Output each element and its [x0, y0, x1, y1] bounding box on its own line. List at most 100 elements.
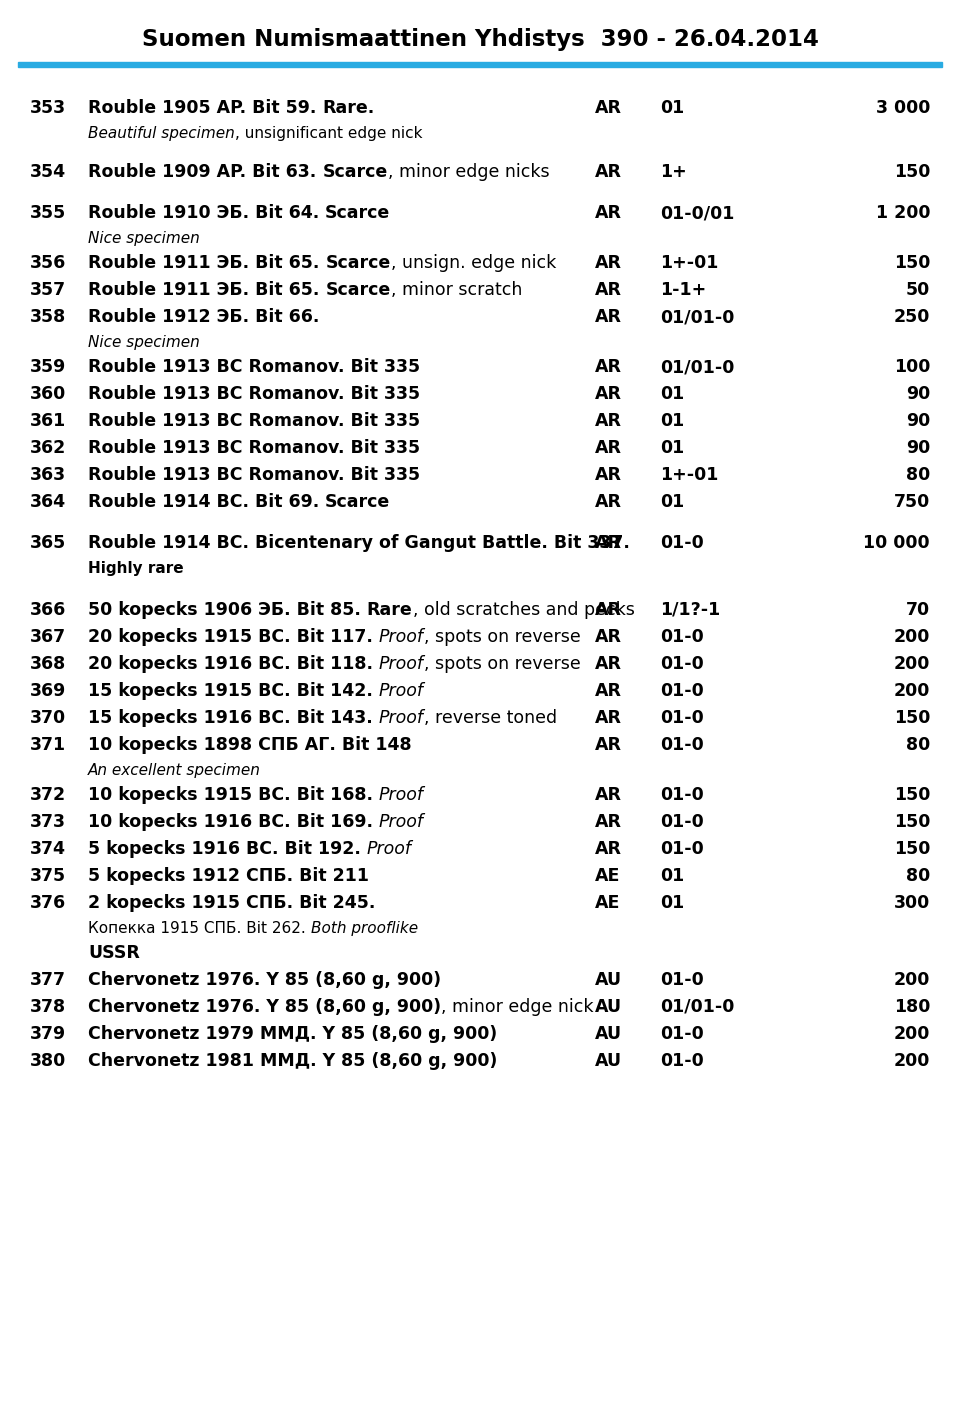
Text: 361: 361 — [30, 412, 66, 430]
Text: Scarce: Scarce — [325, 254, 391, 272]
Text: Rouble 1912 ЭБ. Bit 66.: Rouble 1912 ЭБ. Bit 66. — [88, 307, 320, 326]
Text: AU: AU — [595, 1025, 622, 1043]
Text: 200: 200 — [894, 1025, 930, 1043]
Text: 01: 01 — [660, 894, 684, 912]
Text: , minor scratch: , minor scratch — [391, 281, 522, 299]
Text: AR: AR — [595, 412, 622, 430]
Text: 2 kopecks 1915 СПБ. Bit 245.: 2 kopecks 1915 СПБ. Bit 245. — [88, 894, 375, 912]
Text: 01: 01 — [660, 412, 684, 430]
Text: 20 kopecks 1916 BC. Bit 118.: 20 kopecks 1916 BC. Bit 118. — [88, 654, 379, 673]
Text: 369: 369 — [30, 682, 66, 699]
Text: 01-0/01: 01-0/01 — [660, 204, 734, 221]
Text: 1+-01: 1+-01 — [660, 465, 718, 484]
Text: AR: AR — [595, 439, 622, 457]
Text: 368: 368 — [30, 654, 66, 673]
Text: 3 000: 3 000 — [876, 99, 930, 117]
Text: 10 kopecks 1898 СПБ АГ. Bit 148: 10 kopecks 1898 СПБ АГ. Bit 148 — [88, 736, 412, 754]
Text: Rouble 1911 ЭБ. Bit 65.: Rouble 1911 ЭБ. Bit 65. — [88, 281, 325, 299]
Text: , spots on reverse: , spots on reverse — [424, 627, 581, 646]
Text: 01-0: 01-0 — [660, 709, 704, 726]
Text: 10 kopecks 1915 BC. Bit 168.: 10 kopecks 1915 BC. Bit 168. — [88, 785, 379, 804]
Text: 380: 380 — [30, 1052, 66, 1070]
Text: 377: 377 — [30, 971, 66, 988]
Text: 01-0: 01-0 — [660, 971, 704, 988]
Text: 01-0: 01-0 — [660, 534, 704, 551]
Text: Rouble 1914 BC. Bit 69.: Rouble 1914 BC. Bit 69. — [88, 493, 325, 510]
Text: AR: AR — [595, 534, 622, 551]
Text: 01-0: 01-0 — [660, 840, 704, 857]
Text: 80: 80 — [905, 867, 930, 885]
Text: AR: AR — [595, 682, 622, 699]
Text: Rouble 1914 BC. Bicentenary of Gangut Battle. Bit 337.: Rouble 1914 BC. Bicentenary of Gangut Ba… — [88, 534, 630, 551]
Text: 376: 376 — [30, 894, 66, 912]
Text: 150: 150 — [894, 840, 930, 857]
Text: 50: 50 — [905, 281, 930, 299]
Text: 375: 375 — [30, 867, 66, 885]
Text: , unsignificant edge nick: , unsignificant edge nick — [235, 125, 422, 141]
Text: 200: 200 — [894, 682, 930, 699]
Text: 300: 300 — [894, 894, 930, 912]
Text: Chervonetz 1979 ММД. Y 85 (8,60 g, 900): Chervonetz 1979 ММД. Y 85 (8,60 g, 900) — [88, 1025, 497, 1043]
Text: Nice specimen: Nice specimen — [88, 231, 200, 245]
Text: Rouble 1911 ЭБ. Bit 65.: Rouble 1911 ЭБ. Bit 65. — [88, 254, 325, 272]
Text: 01: 01 — [660, 867, 684, 885]
Text: 373: 373 — [30, 812, 66, 830]
Text: 1/1?-1: 1/1?-1 — [660, 601, 720, 619]
Text: 01-0: 01-0 — [660, 654, 704, 673]
Text: AU: AU — [595, 998, 622, 1015]
Text: 364: 364 — [30, 493, 66, 510]
Text: 01/01-0: 01/01-0 — [660, 358, 734, 376]
Text: 378: 378 — [30, 998, 66, 1015]
Text: AR: AR — [595, 601, 622, 619]
Text: 01-0: 01-0 — [660, 1025, 704, 1043]
Text: 10 kopecks 1916 BC. Bit 169.: 10 kopecks 1916 BC. Bit 169. — [88, 812, 379, 830]
Text: Rouble 1913 BC Romanov. Bit 335: Rouble 1913 BC Romanov. Bit 335 — [88, 439, 420, 457]
Text: AU: AU — [595, 1052, 622, 1070]
Text: Rouble 1913 BC Romanov. Bit 335: Rouble 1913 BC Romanov. Bit 335 — [88, 385, 420, 403]
Text: AU: AU — [595, 971, 622, 988]
Text: 1+: 1+ — [660, 164, 686, 180]
Text: 374: 374 — [30, 840, 66, 857]
Text: 372: 372 — [30, 785, 66, 804]
Text: , reverse toned: , reverse toned — [423, 709, 557, 726]
Text: AR: AR — [595, 736, 622, 754]
Text: Scarce: Scarce — [325, 204, 391, 221]
Text: AR: AR — [595, 465, 622, 484]
Text: 180: 180 — [894, 998, 930, 1015]
Text: 01-0: 01-0 — [660, 627, 704, 646]
Text: 01: 01 — [660, 99, 684, 117]
Text: Rouble 1909 AP. Bit 63.: Rouble 1909 AP. Bit 63. — [88, 164, 323, 180]
Text: AR: AR — [595, 493, 622, 510]
Text: 01: 01 — [660, 439, 684, 457]
Text: Rouble 1905 AP. Bit 59.: Rouble 1905 AP. Bit 59. — [88, 99, 323, 117]
Text: Suomen Numismaattinen Yhdistys  390 - 26.04.2014: Suomen Numismaattinen Yhdistys 390 - 26.… — [141, 28, 819, 51]
Text: 01-0: 01-0 — [660, 785, 704, 804]
Text: 1+-01: 1+-01 — [660, 254, 718, 272]
Text: 150: 150 — [894, 254, 930, 272]
Text: Proof: Proof — [379, 654, 424, 673]
Text: Rouble 1913 BC Romanov. Bit 335: Rouble 1913 BC Romanov. Bit 335 — [88, 465, 420, 484]
Text: An excellent specimen: An excellent specimen — [88, 763, 261, 778]
Text: AE: AE — [595, 867, 620, 885]
Text: 370: 370 — [30, 709, 66, 726]
Text: AR: AR — [595, 164, 622, 180]
Text: 01/01-0: 01/01-0 — [660, 307, 734, 326]
Text: Копекка 1915 СПБ. Bit 262.: Копекка 1915 СПБ. Bit 262. — [88, 921, 311, 936]
Text: 366: 366 — [30, 601, 66, 619]
Text: AR: AR — [595, 307, 622, 326]
Text: 80: 80 — [905, 736, 930, 754]
Text: 358: 358 — [30, 307, 66, 326]
Text: AR: AR — [595, 785, 622, 804]
Text: 70: 70 — [906, 601, 930, 619]
Text: AR: AR — [595, 709, 622, 726]
Text: 5 kopecks 1912 СПБ. Bit 211: 5 kopecks 1912 СПБ. Bit 211 — [88, 867, 369, 885]
Text: 01: 01 — [660, 493, 684, 510]
Text: Proof: Proof — [379, 627, 424, 646]
Text: 371: 371 — [30, 736, 66, 754]
Text: 20 kopecks 1915 BC. Bit 117.: 20 kopecks 1915 BC. Bit 117. — [88, 627, 379, 646]
Text: , minor edge nick: , minor edge nick — [442, 998, 593, 1015]
Text: AR: AR — [595, 385, 622, 403]
Text: 01-0: 01-0 — [660, 736, 704, 754]
Text: 356: 356 — [30, 254, 66, 272]
Text: , spots on reverse: , spots on reverse — [424, 654, 581, 673]
